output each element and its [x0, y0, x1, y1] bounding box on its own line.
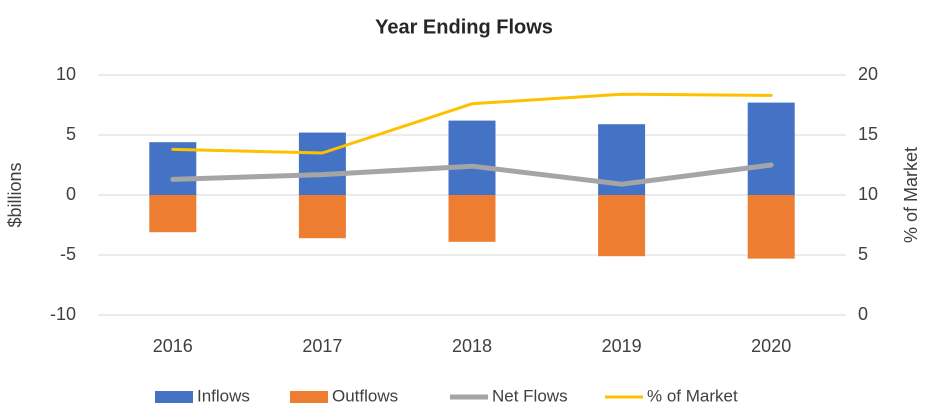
y2-tick-label: 20: [858, 64, 878, 84]
x-tick-label: 2016: [153, 336, 193, 356]
legend-label: % of Market: [647, 386, 738, 405]
line: [170, 162, 774, 187]
y-tick-label: -5: [60, 244, 76, 264]
y2-tick-label: 10: [858, 184, 878, 204]
bar: [149, 195, 197, 233]
x-tick-label: 2019: [602, 336, 642, 356]
chart-title: Year Ending Flows: [375, 16, 553, 38]
legend-label: Net Flows: [492, 386, 568, 405]
y-tick-label: 0: [66, 184, 76, 204]
line: [171, 92, 773, 155]
bar: [448, 195, 496, 242]
bar: [598, 195, 646, 257]
y-tick-label: 10: [56, 64, 76, 84]
bar: [298, 195, 346, 239]
y-axis-label: $billions: [5, 162, 25, 227]
x-tick-label: 2018: [452, 336, 492, 356]
legend-label: Outflows: [332, 386, 398, 405]
bar: [747, 102, 795, 195]
bar: [298, 132, 346, 195]
legend-swatch: [290, 391, 328, 403]
y2-tick-label: 0: [858, 304, 868, 324]
legend-swatch: [155, 391, 193, 403]
y2-tick-label: 5: [858, 244, 868, 264]
y-tick-label: -10: [50, 304, 76, 324]
x-tick-label: 2017: [302, 336, 342, 356]
y2-axis-label: % of Market: [901, 147, 921, 243]
y-tick-label: 5: [66, 124, 76, 144]
y2-tick-label: 15: [858, 124, 878, 144]
bar: [747, 195, 795, 259]
legend-label: Inflows: [197, 386, 250, 405]
x-tick-label: 2020: [751, 336, 791, 356]
bar: [448, 120, 496, 195]
